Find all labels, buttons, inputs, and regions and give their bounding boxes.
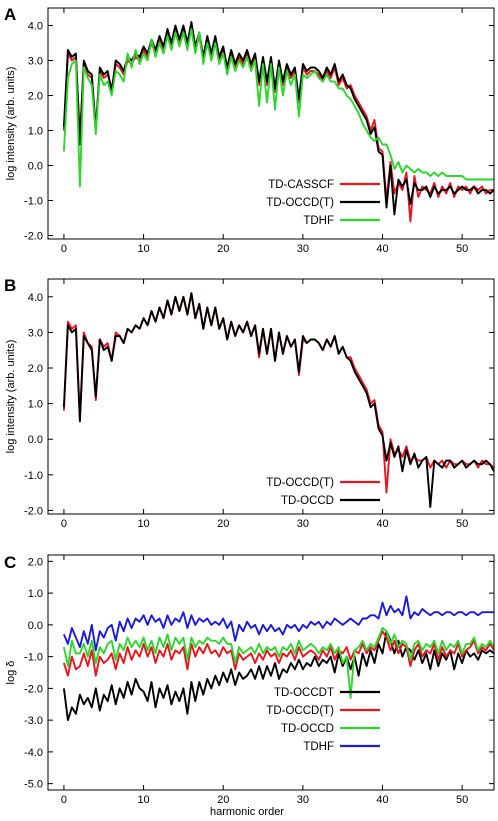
panel-a-ytick-label: 0.0 (28, 161, 43, 173)
panel-c-xtick-label: 40 (376, 794, 388, 806)
panel-c-ylabel: log δ (5, 661, 17, 685)
panel-c-label: C (4, 553, 16, 572)
panel-a-xtick-label: 30 (297, 243, 309, 255)
panel-c-ytick-label: 0.0 (28, 620, 43, 632)
panel-b-xtick-label: 20 (217, 518, 229, 530)
panel-b-xtick-label: 0 (61, 518, 67, 530)
panel-c-legend-label: TD-OCCD(T) (266, 705, 334, 717)
panel-a-ytick-label: -1.0 (24, 196, 43, 208)
panel-c-series-line-3 (62, 627, 494, 699)
panel-b-axes-frame (47, 278, 495, 515)
panel-c-xtick-label: 50 (456, 794, 468, 806)
panel-b-xtick-label: 30 (297, 518, 309, 530)
panel-b-ylabel: log intensity (arb. units) (5, 340, 17, 454)
panel-c-ytick-label: -4.0 (24, 747, 43, 759)
panel-b-ytick-label: 4.0 (28, 292, 43, 304)
panel-a-xtick-label: 40 (376, 243, 388, 255)
panel-c-xtick-label: 30 (297, 794, 309, 806)
panel-c-ytick-label: 1.0 (28, 588, 43, 600)
panel-c-ytick-label: -5.0 (24, 779, 43, 791)
panel-b-series-line-2 (62, 292, 494, 508)
panel-a-ytick-label: 2.0 (28, 91, 43, 103)
panel-c-series-line-1 (62, 630, 494, 722)
panel-c-axes-frame (47, 554, 495, 791)
panel-a-label: A (4, 5, 16, 24)
panel-b-xtick-label: 40 (376, 518, 388, 530)
panel-a-ytick-label: 1.0 (28, 126, 43, 138)
panel-c-ytick-label: 2.0 (28, 556, 43, 568)
panel-c-series-line-4 (63, 595, 494, 652)
panel-a-legend-label: TD-OCCD(T) (266, 197, 334, 209)
panel-b-series-line-1 (62, 292, 494, 494)
panel-c-legend-label: TD-OCCDT (274, 687, 334, 699)
panel-a-series-line-3 (62, 28, 494, 188)
panel-c-ytick-label: -1.0 (24, 652, 43, 664)
panel-b-ytick-label: -2.0 (24, 505, 43, 517)
panel-a-xtick-label: 10 (137, 243, 149, 255)
panel-b-ytick-label: 3.0 (28, 327, 43, 339)
panel-a-legend-label: TD-CASSCF (268, 179, 334, 191)
panel-b-xtick-label: 50 (456, 518, 468, 530)
panel-a-axes-frame (47, 7, 495, 240)
panel-c-xtick-label: 20 (217, 794, 229, 806)
panel-a-ytick-label: -2.0 (24, 231, 43, 243)
panel-c-series-line-2 (62, 630, 494, 677)
panel-a-legend-label: TDHF (303, 215, 334, 227)
panel-a-ytick-label: 4.0 (28, 21, 43, 33)
panel-c-legend-label: TDHF (303, 741, 334, 753)
panel-b-ytick-label: 1.0 (28, 399, 43, 411)
panel-b-legend-label: TD-OCCD(T) (266, 477, 334, 489)
panel-a-xtick-label: 0 (61, 243, 67, 255)
panel-a-ytick-label: 3.0 (28, 56, 43, 68)
panel-b-ytick-label: 0.0 (28, 434, 43, 446)
panel-c-ytick-label: -2.0 (24, 683, 43, 695)
panel-c-xlabel: harmonic order (210, 806, 284, 818)
panel-a-xtick-label: 50 (456, 243, 468, 255)
panel-c-legend-label: TD-OCCD (281, 723, 334, 735)
panel-a-ylabel: log intensity (arb. units) (5, 67, 17, 181)
panel-b-legend-label: TD-OCCD (281, 495, 334, 507)
panel-c-ytick-label: -3.0 (24, 715, 43, 727)
panel-c-xtick-label: 0 (61, 794, 67, 806)
panel-b-ytick-label: 2.0 (28, 363, 43, 375)
panel-c-xtick-label: 10 (137, 794, 149, 806)
panel-b-ytick-label: -1.0 (24, 470, 43, 482)
panel-b-label: B (4, 276, 16, 295)
panel-a-xtick-label: 20 (217, 243, 229, 255)
panel-b-xtick-label: 10 (137, 518, 149, 530)
